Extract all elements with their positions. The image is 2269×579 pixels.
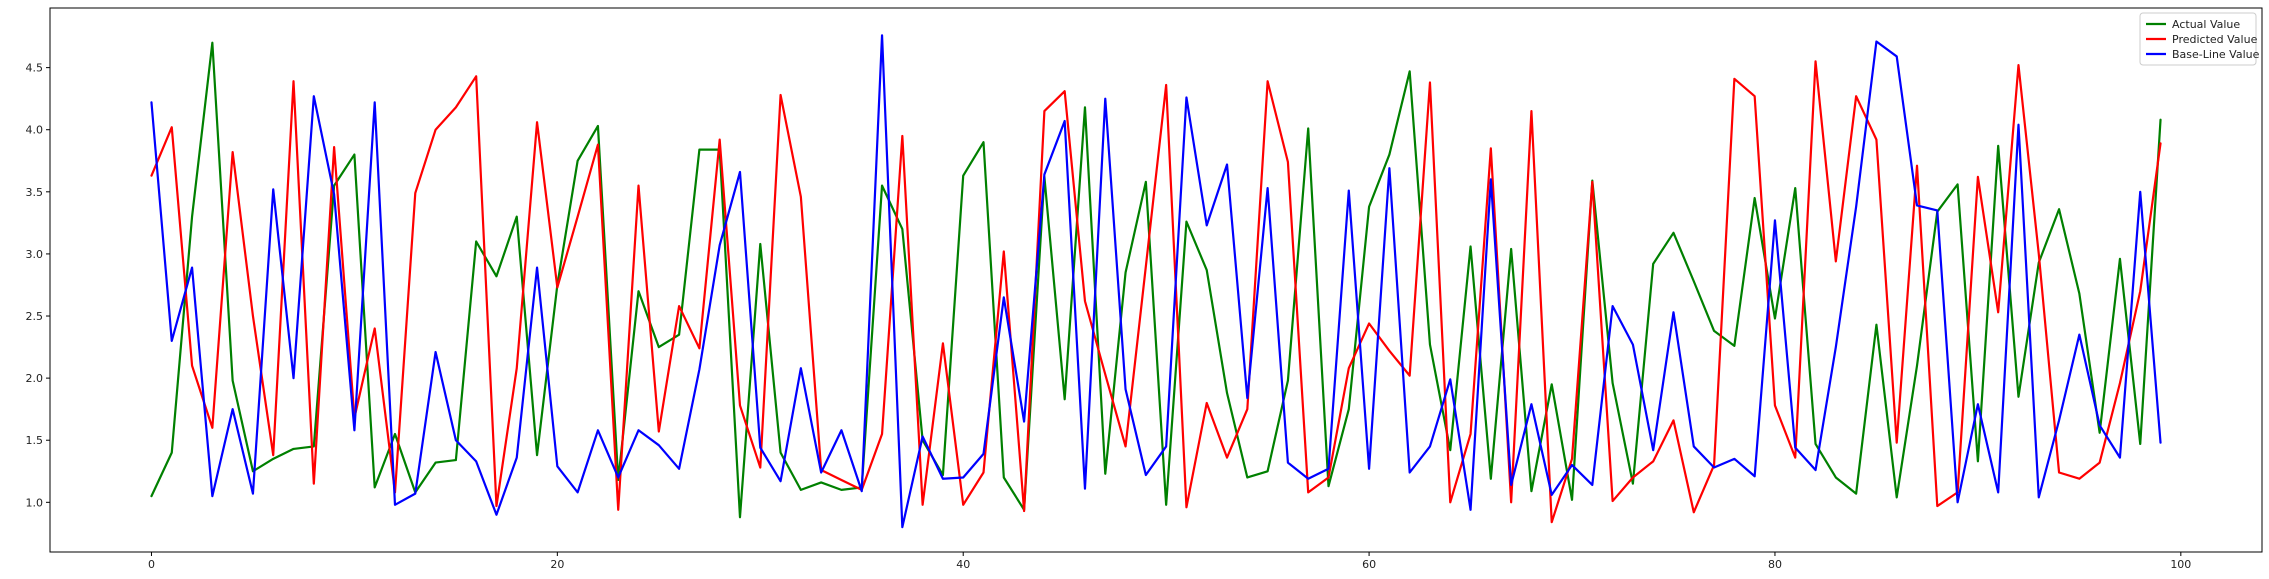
legend-label: Predicted Value (2172, 33, 2258, 46)
y-tick-label: 1.0 (26, 496, 44, 509)
y-tick-label: 3.5 (26, 186, 44, 199)
y-tick-label: 2.5 (26, 310, 44, 323)
x-tick-label: 0 (148, 558, 155, 571)
y-tick-label: 4.0 (26, 124, 44, 137)
y-tick-label: 4.5 (26, 62, 44, 75)
plot-frame (49, 7, 2263, 553)
y-tick-label: 2.0 (26, 372, 44, 385)
x-tick-label: 60 (1362, 558, 1376, 571)
x-tick-label: 100 (2170, 558, 2191, 571)
x-tick-label: 80 (1768, 558, 1782, 571)
series-line-predicted-value (150, 60, 2162, 524)
x-tick-label: 20 (550, 558, 564, 571)
y-tick-label: 3.0 (26, 248, 44, 261)
series-line-base-line-value (150, 34, 2162, 529)
legend-label: Actual Value (2172, 18, 2240, 31)
x-tick-label: 40 (956, 558, 970, 571)
y-tick-label: 1.5 (26, 434, 44, 447)
series-line-actual-value (150, 41, 2162, 519)
legend-box (2139, 12, 2257, 66)
legend-label: Base-Line Value (2172, 48, 2260, 61)
